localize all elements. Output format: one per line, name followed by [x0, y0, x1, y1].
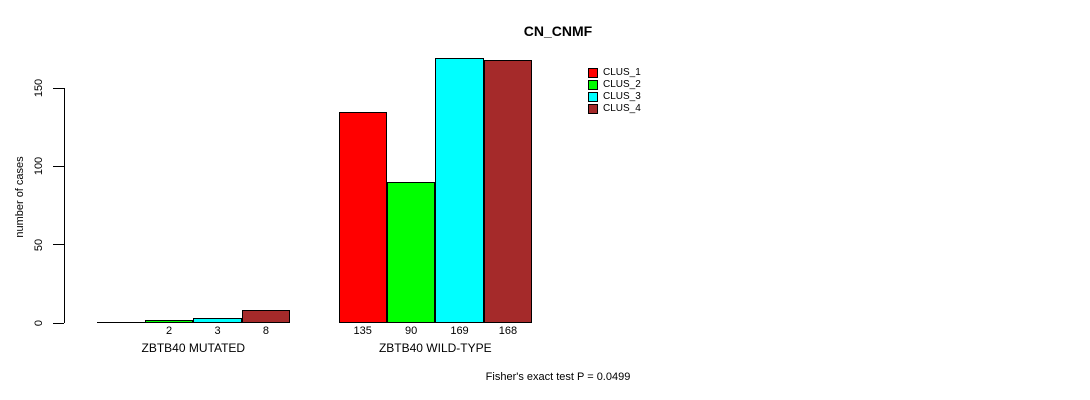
legend-item: CLUS_1: [588, 67, 641, 79]
legend-color-swatch: [588, 92, 598, 102]
bar: [241, 310, 291, 323]
bar: [386, 182, 436, 323]
legend-label: CLUS_3: [603, 91, 641, 102]
legend: CLUS_1 CLUS_2 CLUS_3 CLUS_4: [588, 67, 641, 115]
y-axis-line: [64, 88, 65, 323]
bar-value-label: 168: [498, 325, 518, 337]
legend-label: CLUS_2: [603, 79, 641, 90]
legend-color-swatch: [588, 68, 598, 78]
bar-value-label: 90: [404, 325, 418, 337]
bar: [193, 318, 242, 323]
chart-title: CN_CNMF: [523, 23, 593, 39]
legend-label: CLUS_1: [603, 67, 641, 78]
legend-color-swatch: [588, 104, 598, 114]
bar: [144, 320, 194, 323]
y-tick-label: 0: [33, 319, 45, 327]
y-tick: [53, 165, 64, 167]
bar: [483, 60, 533, 323]
category-label: ZBTB40 MUTATED: [141, 341, 246, 355]
y-axis-title: number of cases: [14, 156, 26, 238]
legend-item: CLUS_3: [588, 91, 641, 103]
y-tick-label: 50: [33, 238, 45, 251]
category-label: ZBTB40 WILD-TYPE: [378, 341, 492, 355]
y-tick: [53, 244, 64, 246]
legend-label: CLUS_4: [603, 103, 641, 114]
bar: [338, 112, 387, 323]
y-tick: [53, 322, 64, 324]
fisher-test-annotation: Fisher's exact test P = 0.0499: [485, 371, 631, 383]
bar: [435, 58, 484, 323]
y-tick: [53, 87, 64, 89]
bar-value-label: 3: [214, 325, 221, 337]
bar-value-label: 8: [262, 325, 269, 337]
bar-zero-height: [96, 322, 145, 323]
legend-item: CLUS_2: [588, 79, 641, 91]
bar-value-label: 135: [353, 325, 372, 337]
y-tick-label: 150: [33, 78, 45, 98]
bar-value-label: 2: [166, 325, 173, 337]
legend-color-swatch: [588, 80, 598, 90]
y-tick-label: 100: [33, 157, 45, 176]
bar-value-label: 169: [450, 325, 469, 337]
legend-item: CLUS_4: [588, 103, 641, 115]
